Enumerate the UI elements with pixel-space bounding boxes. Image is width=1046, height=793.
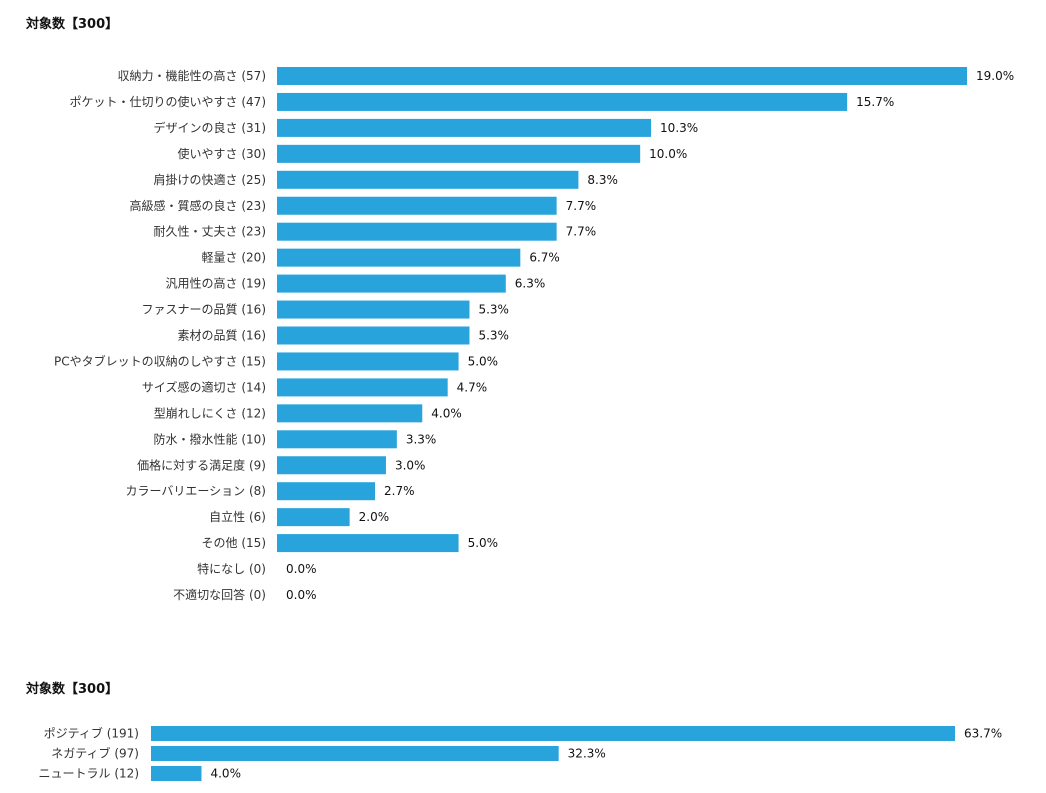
chart1-category-label: PCやタブレットの収納のしやすさ (15) xyxy=(54,353,266,368)
chart1-value-label: 2.0% xyxy=(359,510,390,524)
chart1-bar xyxy=(277,67,967,85)
chart1-value-label: 3.3% xyxy=(406,432,437,446)
chart1-title: 対象数【300】 xyxy=(26,17,119,32)
chart2-title: 対象数【300】 xyxy=(26,682,119,697)
chart1-category-label: デザインの良さ (31) xyxy=(154,120,266,135)
chart1-value-label: 5.3% xyxy=(478,329,509,343)
chart1-category-label: カラーバリエーション (8) xyxy=(126,484,266,498)
chart1-value-label: 3.0% xyxy=(395,458,426,472)
chart1-value-label: 7.7% xyxy=(566,199,597,213)
chart1-category-label: 防水・撥水性能 (10) xyxy=(154,431,266,446)
chart1-bar xyxy=(277,352,459,371)
chart1-category-label: 素材の品質 (16) xyxy=(178,328,266,343)
chart1-bar xyxy=(277,144,641,163)
chart1-category-label: その他 (15) xyxy=(202,536,266,550)
chart1-value-label: 0.0% xyxy=(286,588,317,602)
chart1-value-label: 15.7% xyxy=(856,95,894,109)
chart1-bar xyxy=(277,170,579,189)
chart1-value-label: 19.0% xyxy=(976,69,1014,83)
chart2-value-label: 4.0% xyxy=(210,767,241,781)
chart1-value-label: 4.0% xyxy=(431,406,462,420)
chart1-bar xyxy=(277,196,557,215)
chart1-category-label: 汎用性の高さ (19) xyxy=(166,276,266,291)
chart1-value-label: 5.0% xyxy=(468,354,499,368)
chart1-category-label: サイズ感の適切さ (14) xyxy=(142,379,266,394)
chart2-category-label: ネガティブ (97) xyxy=(51,746,139,761)
chart1-value-label: 6.7% xyxy=(529,251,560,265)
chart1-bar xyxy=(277,118,652,137)
chart1-value-label: 5.0% xyxy=(468,536,499,550)
chart1-value-label: 6.3% xyxy=(515,277,546,291)
chart1-bar xyxy=(277,378,448,397)
chart1-category-label: 使いやすさ (30) xyxy=(178,146,266,161)
chart1-value-label: 2.7% xyxy=(384,484,415,498)
chart1-category-label: ポケット・仕切りの使いやすさ (47) xyxy=(70,94,266,109)
chart1-value-label: 0.0% xyxy=(286,562,317,576)
chart1-bar xyxy=(277,248,521,267)
chart1-category-label: 肩掛けの快適さ (25) xyxy=(154,172,266,187)
chart1-value-label: 8.3% xyxy=(587,173,618,187)
chart1-category-label: 軽量さ (20) xyxy=(202,251,266,265)
chart2-bar xyxy=(151,766,202,781)
chart2-category-label: ポジティブ (191) xyxy=(44,726,139,741)
chart2-category-label: ニュートラル (12) xyxy=(39,767,139,781)
chart2-value-label: 63.7% xyxy=(964,727,1002,741)
chart1-bar xyxy=(277,430,397,449)
chart1-bar xyxy=(277,482,376,501)
chart1-value-label: 5.3% xyxy=(478,303,509,317)
chart1-value-label: 10.3% xyxy=(660,121,698,135)
chart1-bar xyxy=(277,404,423,423)
chart2-bar xyxy=(151,746,559,761)
chart1-bar xyxy=(277,274,506,293)
chart1-bar xyxy=(277,508,350,527)
chart2-value-label: 32.3% xyxy=(568,747,606,761)
chart2-bar xyxy=(151,726,955,741)
chart1-category-label: 耐久性・丈夫さ (23) xyxy=(154,225,266,239)
chart1-category-label: 特になし (0) xyxy=(197,561,266,576)
chart1-bar xyxy=(277,300,470,319)
chart1-value-label: 7.7% xyxy=(566,225,597,239)
chart1-bar xyxy=(277,222,557,241)
chart1-bar xyxy=(277,92,848,111)
chart1-category-label: ファスナーの品質 (16) xyxy=(142,302,266,317)
chart1-bar xyxy=(277,326,470,345)
chart1-category-label: 収納力・機能性の高さ (57) xyxy=(118,68,266,83)
chart1-bar xyxy=(277,534,459,553)
chart1-category-label: 不適切な回答 (0) xyxy=(173,587,266,602)
chart1-bar xyxy=(277,456,386,475)
chart1-category-label: 高級感・質感の良さ (23) xyxy=(130,198,266,213)
chart1-category-label: 型崩れしにくさ (12) xyxy=(154,406,266,420)
chart1-category-label: 価格に対する満足度 (9) xyxy=(137,457,266,472)
chart1-value-label: 4.7% xyxy=(457,380,488,394)
chart1-value-label: 10.0% xyxy=(649,147,687,161)
chart1-category-label: 自立性 (6) xyxy=(209,509,266,524)
